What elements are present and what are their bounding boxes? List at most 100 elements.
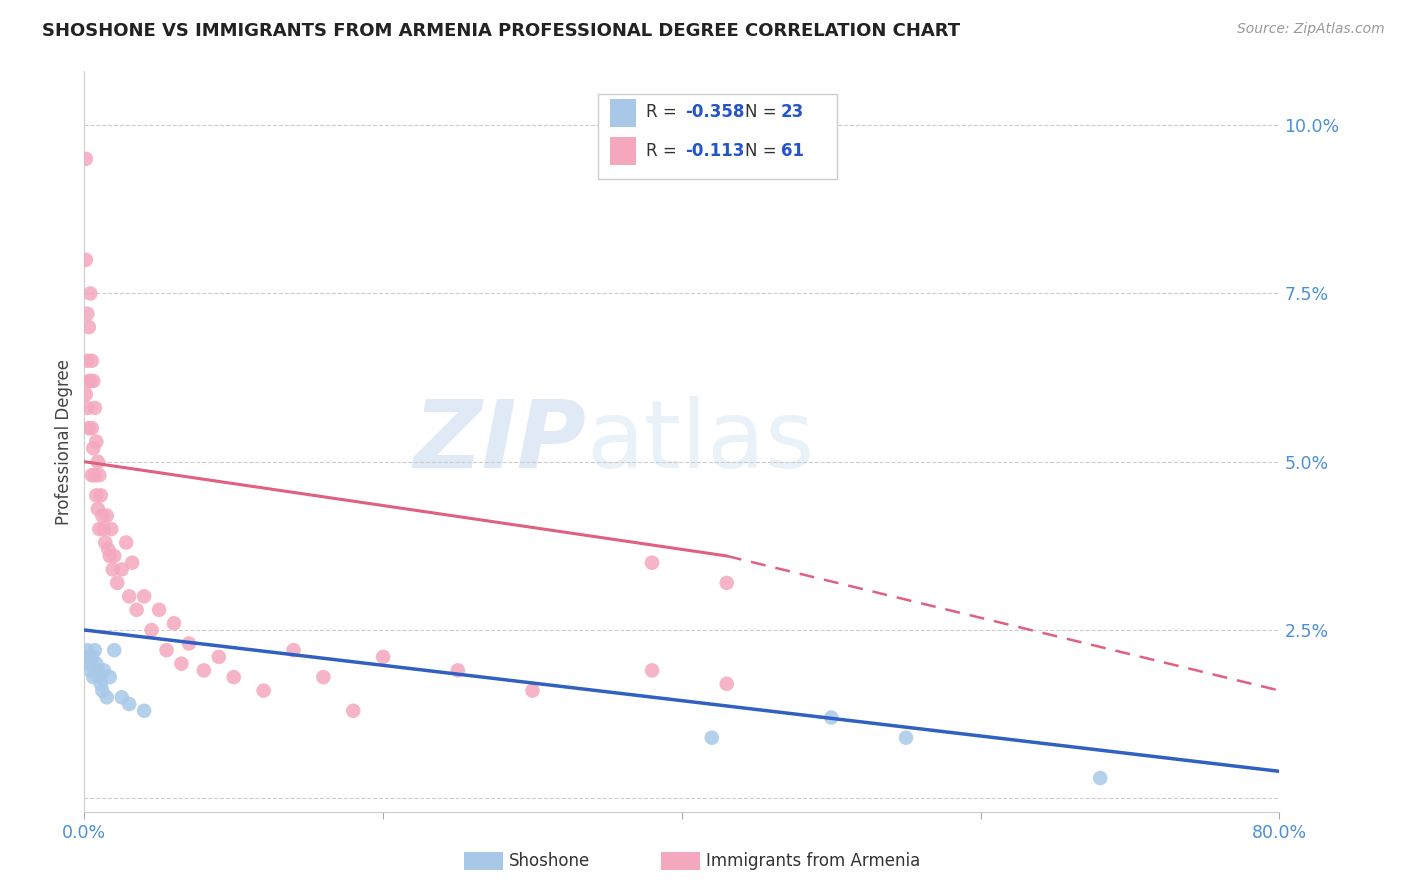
FancyBboxPatch shape (599, 94, 838, 178)
Point (79, 664, 101, 678)
Point (89, 522, 111, 536)
Point (83, 468, 105, 483)
Point (75, 252, 97, 267)
Point (222, 670, 245, 684)
Point (89, 468, 111, 483)
Point (75, 387, 97, 401)
Text: Source: ZipAtlas.com: Source: ZipAtlas.com (1237, 22, 1385, 37)
Text: N =: N = (745, 103, 782, 121)
Y-axis label: Professional Degree: Professional Degree (55, 359, 73, 524)
Point (80, 421, 103, 435)
Point (522, 683, 544, 698)
Point (716, 677, 738, 691)
Point (91, 508, 114, 523)
Point (89, 670, 111, 684)
Point (125, 603, 148, 617)
Point (103, 643, 125, 657)
Point (118, 590, 141, 604)
Point (83, 643, 105, 657)
Point (90, 677, 112, 691)
Point (76, 307, 98, 321)
Point (716, 575, 738, 590)
Point (447, 664, 470, 678)
Point (82, 374, 104, 388)
Text: R =: R = (647, 103, 682, 121)
Point (77, 421, 100, 435)
Point (96, 690, 118, 705)
Text: Shoshone: Shoshone (509, 852, 591, 870)
Point (132, 704, 156, 718)
Point (75, 649, 97, 664)
Point (121, 556, 143, 570)
Point (894, 731, 917, 745)
Point (90, 488, 112, 502)
Point (76, 353, 98, 368)
Point (118, 697, 141, 711)
Point (115, 535, 138, 549)
Point (76, 401, 98, 415)
Point (111, 690, 134, 705)
Text: 23: 23 (782, 103, 804, 121)
Point (79, 286, 101, 301)
Point (111, 562, 134, 576)
Point (132, 590, 156, 604)
Text: -0.113: -0.113 (686, 142, 745, 160)
Point (820, 710, 842, 724)
Point (103, 549, 125, 563)
Point (80, 468, 103, 483)
Point (97, 542, 120, 557)
Text: ZIP: ZIP (413, 395, 586, 488)
Point (76, 643, 98, 657)
Point (208, 649, 231, 664)
Point (80, 353, 103, 368)
Point (94, 535, 117, 549)
Point (91, 683, 114, 698)
FancyBboxPatch shape (610, 137, 637, 165)
Point (283, 643, 305, 657)
Point (100, 522, 122, 536)
Point (86, 657, 108, 671)
Point (163, 616, 186, 631)
Point (75, 152, 97, 166)
Point (98, 670, 121, 684)
Point (170, 657, 193, 671)
Point (193, 664, 215, 678)
Point (105, 575, 128, 590)
Point (141, 623, 163, 637)
Text: R =: R = (647, 142, 688, 160)
Point (253, 683, 276, 698)
Point (79, 374, 101, 388)
Point (86, 488, 108, 502)
Point (82, 670, 104, 684)
Point (342, 704, 364, 718)
Text: N =: N = (745, 142, 782, 160)
Point (1090, 771, 1112, 785)
Point (93, 522, 115, 536)
Point (98, 549, 121, 563)
Point (148, 603, 170, 617)
Text: -0.358: -0.358 (686, 103, 745, 121)
Point (155, 643, 177, 657)
Text: atlas: atlas (586, 395, 814, 488)
Point (101, 562, 124, 576)
Point (373, 649, 395, 664)
Point (86, 434, 108, 449)
Point (77, 657, 100, 671)
Point (312, 670, 335, 684)
Point (177, 636, 200, 650)
FancyBboxPatch shape (610, 99, 637, 127)
Text: 61: 61 (782, 142, 804, 160)
Point (77, 374, 100, 388)
Point (87, 501, 110, 516)
Point (87, 664, 110, 678)
Point (641, 664, 664, 678)
Point (93, 664, 115, 678)
Point (700, 731, 723, 745)
Point (80, 649, 103, 664)
Text: Immigrants from Armenia: Immigrants from Armenia (706, 852, 920, 870)
Point (641, 556, 664, 570)
Text: SHOSHONE VS IMMIGRANTS FROM ARMENIA PROFESSIONAL DEGREE CORRELATION CHART: SHOSHONE VS IMMIGRANTS FROM ARMENIA PROF… (42, 22, 960, 40)
Point (87, 455, 110, 469)
Point (83, 401, 105, 415)
Point (77, 320, 100, 334)
